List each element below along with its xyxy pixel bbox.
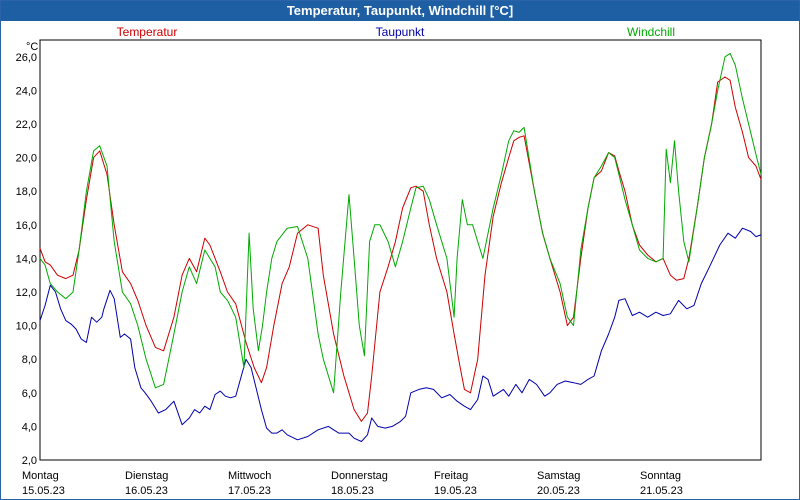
x-tick-day: Freitag (434, 470, 468, 482)
y-tick-label: 12,0 (16, 287, 37, 299)
axis-labels: 2,0 4,0 6,0 8,0 10,0 12,0 14,0 16,0 18,0 20,0 22,0… (16, 41, 683, 497)
y-tick-label: 2,0 (22, 455, 37, 467)
y-tick-label: 24,0 (16, 85, 37, 97)
y-tick-label: 6,0 (22, 388, 37, 400)
y-tick-label: 20,0 (16, 153, 37, 165)
y-tick-label: 14,0 (16, 253, 37, 265)
x-tick-date: 18.05.23 (331, 485, 374, 497)
legend-windchill: Windchill (627, 25, 675, 39)
x-tick-day: Dienstag (125, 470, 168, 482)
y-tick-label: 22,0 (16, 119, 37, 131)
series-line-windchill (39, 52, 762, 394)
y-axis-label: °C (26, 41, 38, 53)
x-tick-date: 17.05.23 (228, 485, 271, 497)
y-tick-label: 10,0 (16, 321, 37, 333)
x-tick-date: 19.05.23 (434, 485, 477, 497)
legend: Temperatur Taupunkt Windchill (117, 25, 675, 39)
legend-temperatur: Temperatur (117, 25, 178, 39)
x-tick-date: 15.05.23 (22, 485, 65, 497)
series-line-taupunkt (39, 227, 762, 442)
legend-taupunkt: Taupunkt (376, 25, 425, 39)
series-line-temperatur (39, 76, 762, 422)
x-tick-day: Samstag (537, 470, 580, 482)
y-tick-label: 4,0 (22, 421, 37, 433)
series (39, 52, 762, 442)
chart-title: Temperatur, Taupunkt, Windchill [°C] (1, 1, 799, 21)
x-tick-day: Donnerstag (331, 470, 388, 482)
y-tick-label: 26,0 (16, 52, 37, 64)
x-tick-date: 16.05.23 (125, 485, 168, 497)
x-tick-date: 21.05.23 (640, 485, 683, 497)
y-tick-label: 18,0 (16, 186, 37, 198)
y-tick-label: 8,0 (22, 354, 37, 366)
x-tick-day: Montag (22, 470, 59, 482)
x-tick-day: Sonntag (640, 470, 681, 482)
x-tick-day: Mittwoch (228, 470, 271, 482)
y-tick-label: 16,0 (16, 220, 37, 232)
x-tick-date: 20.05.23 (537, 485, 580, 497)
